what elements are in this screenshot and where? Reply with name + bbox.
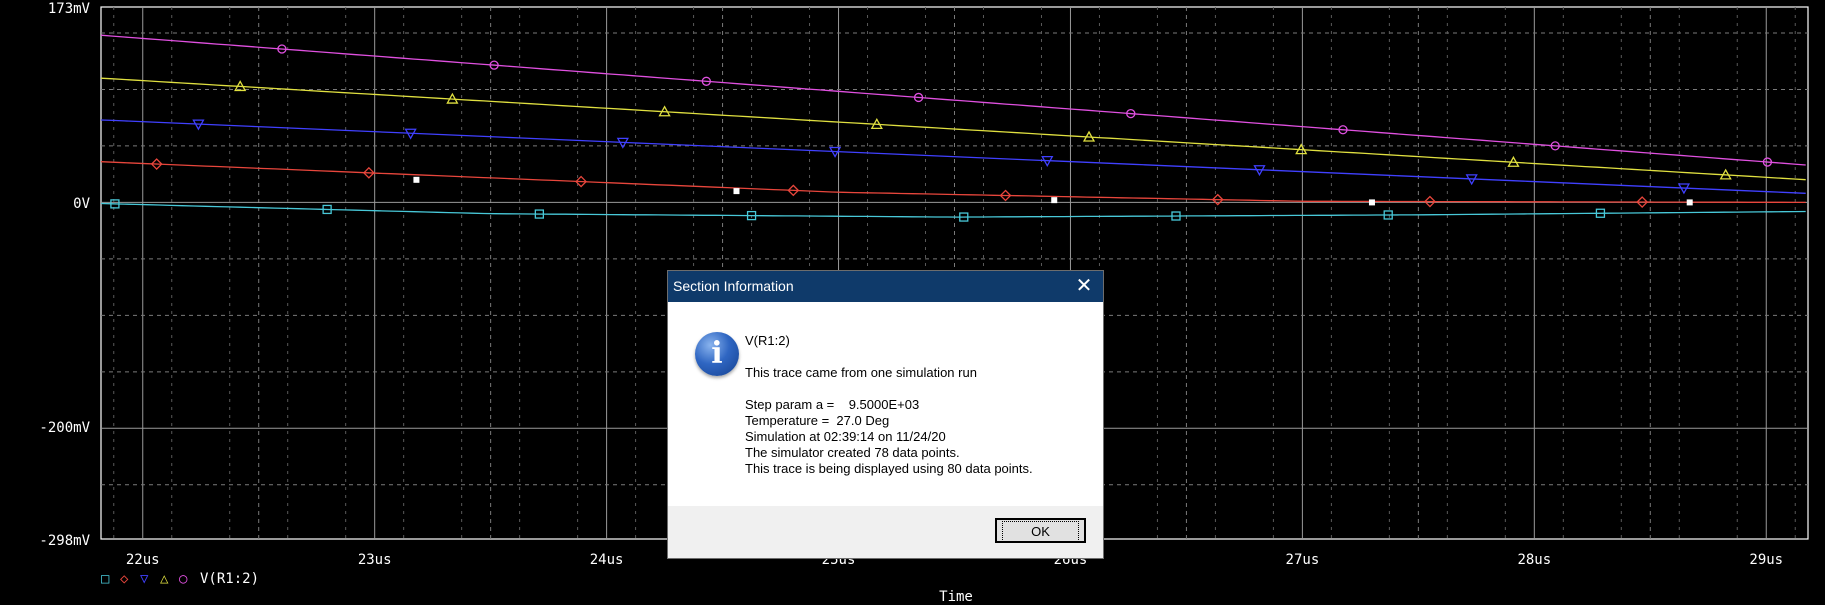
ok-button-label: OK: [1002, 521, 1079, 542]
y-tick-label: -200mV: [39, 420, 90, 436]
legend-circle-icon: ○: [179, 571, 188, 587]
temperature: Temperature = 27.0 Deg: [745, 413, 889, 429]
trace-line: [101, 35, 1806, 165]
legend-triangle-up-icon: △: [160, 571, 169, 587]
dialog-titlebar[interactable]: Section Information ✕: [668, 271, 1103, 302]
legend-diamond-icon: ◇: [120, 571, 129, 587]
legend-trace-label[interactable]: V(R1:2): [200, 571, 259, 587]
cursor-marker: [413, 177, 419, 183]
source-line: This trace came from one simulation run: [745, 365, 977, 381]
cursor-marker: [1369, 199, 1375, 205]
section-information-dialog[interactable]: Section Information ✕ i V(R1:2) This tra…: [667, 270, 1104, 559]
x-tick-label: 29us: [1749, 552, 1783, 568]
x-tick-label: 24us: [590, 552, 624, 568]
y-tick-label: 173mV: [48, 1, 91, 17]
trace-name: V(R1:2): [745, 333, 790, 349]
dialog-footer: OK: [668, 506, 1103, 558]
close-icon[interactable]: ✕: [1068, 273, 1100, 299]
y-tick-label: 0V: [73, 196, 90, 212]
ok-button[interactable]: OK: [995, 518, 1086, 543]
trace-line: [101, 204, 1806, 218]
legend-triangle-down-icon: ▽: [140, 571, 149, 587]
trace-line: [101, 78, 1806, 180]
legend-square-icon: □: [101, 571, 110, 587]
x-tick-label: 23us: [358, 552, 392, 568]
x-tick-label: 28us: [1517, 552, 1551, 568]
cursor-marker: [1051, 197, 1057, 203]
trace-line: [101, 120, 1806, 193]
legend[interactable]: □ ◇ ▽ △ ○ V(R1:2): [101, 571, 259, 587]
cursor-marker: [1687, 199, 1693, 205]
y-tick-label: -298mV: [39, 533, 90, 549]
simulation-time: Simulation at 02:39:14 on 11/24/20: [745, 429, 946, 445]
dialog-title: Section Information: [673, 278, 794, 294]
cursor-marker: [733, 188, 739, 194]
displayed-points: This trace is being displayed using 80 d…: [745, 461, 1033, 477]
x-tick-label: 27us: [1286, 552, 1320, 568]
created-points: The simulator created 78 data points.: [745, 445, 960, 461]
x-axis-title: Time: [939, 589, 973, 605]
step-param: Step param a = 9.5000E+03: [745, 397, 919, 413]
x-tick-label: 22us: [126, 552, 160, 568]
plot-traces: [101, 35, 1806, 217]
info-icon: i: [695, 332, 739, 376]
